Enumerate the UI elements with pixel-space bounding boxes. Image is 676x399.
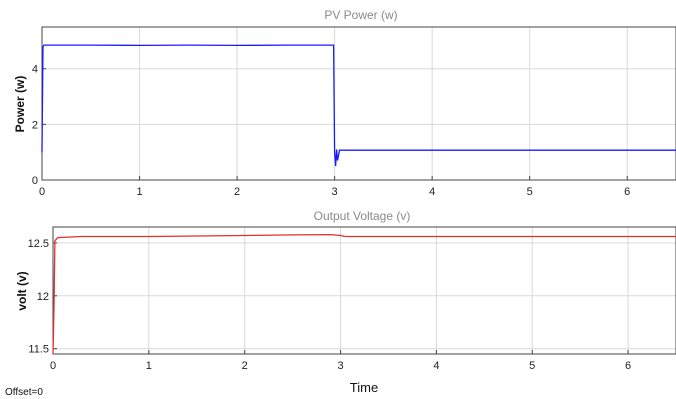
x-tick-label: 5 bbox=[529, 360, 535, 372]
gridlines bbox=[52, 227, 676, 354]
x-tick-label: 4 bbox=[433, 360, 439, 372]
y-axis-label-power: Power (w) bbox=[13, 76, 27, 133]
chart-title-pv-power: PV Power (w) bbox=[324, 8, 397, 22]
x-tick-label: 1 bbox=[136, 186, 142, 198]
x-tick-label: 3 bbox=[332, 186, 338, 198]
chart-title-output-voltage: Output Voltage (v) bbox=[314, 209, 411, 223]
x-tick-label: 2 bbox=[234, 186, 240, 198]
y-tick-label: 2 bbox=[32, 119, 38, 131]
series-group bbox=[52, 233, 676, 355]
x-tick-label: 4 bbox=[429, 186, 435, 198]
plot-area-frame bbox=[52, 226, 676, 355]
x-tick-label: 3 bbox=[337, 360, 343, 372]
x-tick-label: 1 bbox=[146, 360, 152, 372]
gridlines bbox=[41, 27, 676, 181]
x-axis-label-time: Time bbox=[350, 380, 378, 395]
x-tick-label: 6 bbox=[625, 360, 631, 372]
y-axis-label-volt: volt (v) bbox=[15, 271, 29, 310]
series-line-0 bbox=[41, 44, 676, 167]
x-tick-labels: 0 1 2 3 4 5 6 bbox=[50, 350, 631, 372]
y-tick-label: 12 bbox=[37, 291, 49, 303]
series-line-0 bbox=[52, 233, 676, 355]
x-tick-label: 0 bbox=[39, 186, 45, 198]
y-tick-labels: 0 2 4 bbox=[32, 64, 46, 187]
y-tick-label: 0 bbox=[32, 175, 38, 187]
y-tick-label: 11.5 bbox=[28, 344, 49, 356]
x-tick-label: 0 bbox=[50, 360, 56, 372]
x-tick-labels: 0 1 2 3 4 5 6 bbox=[39, 176, 630, 198]
panel-pv-power: PV Power (w) 0 1 2 3 4 5 6 0 2 4 Power (w) bbox=[13, 8, 676, 198]
x-tick-label: 6 bbox=[624, 186, 630, 198]
y-tick-label: 12.5 bbox=[28, 238, 49, 250]
series-group bbox=[41, 44, 676, 167]
y-tick-label: 4 bbox=[32, 64, 38, 76]
x-tick-label: 5 bbox=[527, 186, 533, 198]
offset-label: Offset=0 bbox=[5, 387, 43, 398]
plot-area-frame bbox=[41, 26, 676, 181]
x-tick-label: 2 bbox=[242, 360, 248, 372]
y-tick-labels: 11.5 12 12.5 bbox=[28, 238, 57, 356]
